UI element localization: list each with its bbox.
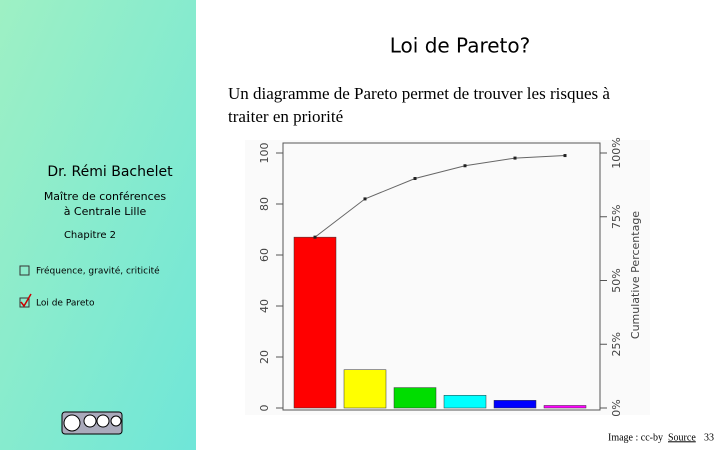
cumulative-point [413,177,417,180]
cumulative-point [463,164,467,168]
y2-tick-label: 0% [610,399,623,416]
subtitle: traiter en priorité [228,107,343,126]
menu-item[interactable]: Fréquence, gravité, criticité [36,266,160,277]
cumulative-point [513,156,517,160]
menu-item[interactable]: Loi de Pareto [36,299,95,309]
cumulative-point [563,154,567,158]
cumulative-line [314,155,566,238]
y-tick-label: 0 [258,405,271,412]
bullet-box [19,265,30,276]
source-link[interactable]: Source [668,432,696,443]
bar [443,395,487,409]
bar [293,236,337,409]
y2-tick-label: 75% [610,205,623,229]
y-tick-label: 100 [258,143,271,164]
role: Maître de conférences [44,190,167,203]
y2-tick-label: 100% [610,137,623,168]
check-mark [20,293,32,308]
page-number: 33 [704,432,714,443]
bar [493,400,537,409]
y2-axis-label: Cumulative Percentage [629,211,642,339]
bar [343,369,387,409]
y-tick-label: 80 [258,197,271,211]
y-tick-label: 20 [258,350,271,364]
cc-badge [61,411,123,435]
side-panel [0,0,196,450]
y2-tick-label: 25% [610,332,623,356]
y-tick-label: 60 [258,248,271,262]
chapter: Chapitre 2 [64,230,116,241]
y2-tick-label: 50% [610,268,623,292]
cumulative-point [363,197,367,201]
slide-title: Loi de Pareto? [390,34,531,58]
subtitle: Un diagramme de Pareto permet de trouver… [228,84,610,103]
bar [543,405,587,409]
y-tick-label: 40 [258,299,271,313]
plot-frame [282,142,601,411]
cumulative-point [313,235,317,239]
author: Dr. Rémi Bachelet [47,164,173,180]
bullet-box [19,297,30,308]
role: à Centrale Lille [64,205,147,218]
credit: Image : cc-by [608,432,663,443]
bar [393,387,437,409]
